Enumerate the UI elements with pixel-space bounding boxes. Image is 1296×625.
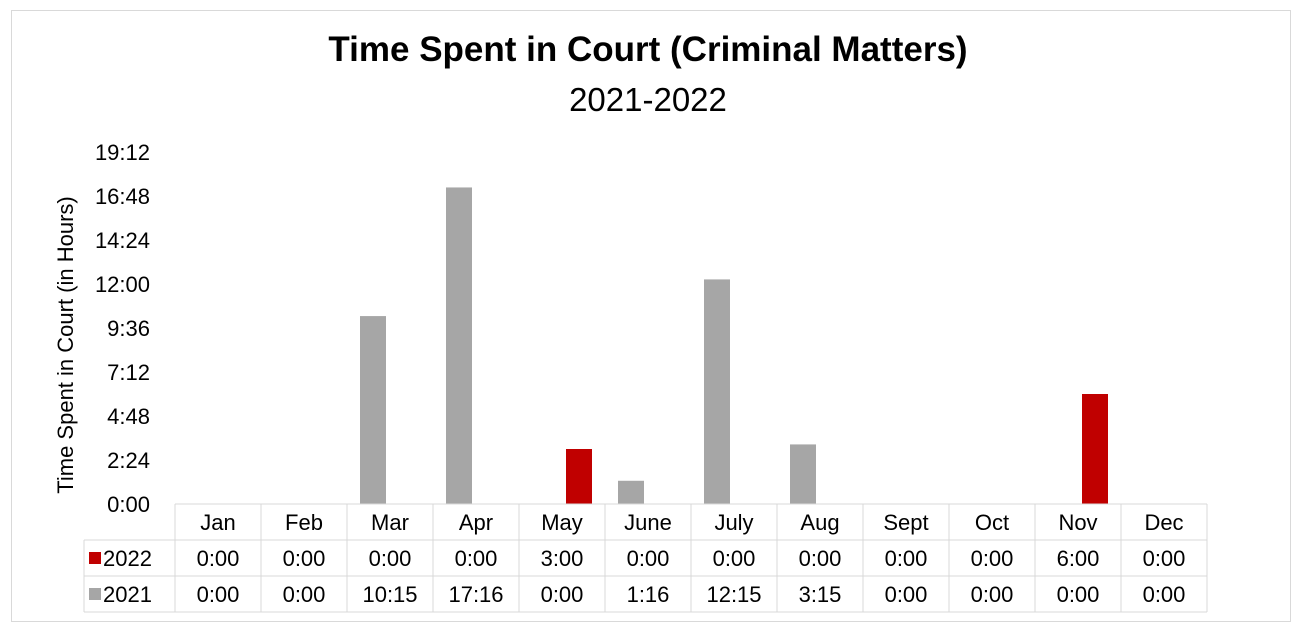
- bar: [704, 279, 730, 504]
- bar: [446, 187, 472, 504]
- chart-frame: [11, 10, 1291, 622]
- data-label: 0:00: [1057, 582, 1100, 607]
- data-label: 0:00: [885, 582, 928, 607]
- x-tick-label: Oct: [975, 510, 1009, 535]
- data-label: 1:16: [627, 582, 670, 607]
- x-tick-label: Dec: [1144, 510, 1183, 535]
- bar: [1082, 394, 1108, 504]
- chart-subtitle: 2021-2022: [569, 81, 727, 118]
- y-tick-label: 16:48: [95, 184, 150, 209]
- x-tick-label: Mar: [371, 510, 409, 535]
- legend-key: [89, 552, 101, 564]
- x-tick-label: Sept: [883, 510, 928, 535]
- data-label: 6:00: [1057, 546, 1100, 571]
- data-label: 0:00: [197, 582, 240, 607]
- x-tick-label: May: [541, 510, 583, 535]
- data-label: 0:00: [369, 546, 412, 571]
- bar: [618, 480, 644, 504]
- data-label: 0:00: [713, 546, 756, 571]
- y-tick-label: 7:12: [107, 360, 150, 385]
- x-tick-label: June: [624, 510, 672, 535]
- data-label: 0:00: [971, 582, 1014, 607]
- legend-label: 2022: [103, 546, 152, 571]
- x-tick-label: Apr: [459, 510, 493, 535]
- y-tick-label: 4:48: [107, 404, 150, 429]
- data-label: 0:00: [885, 546, 928, 571]
- data-label: 0:00: [971, 546, 1014, 571]
- legend-label: 2021: [103, 582, 152, 607]
- data-label: 3:00: [541, 546, 584, 571]
- x-tick-label: Aug: [800, 510, 839, 535]
- data-label: 0:00: [283, 582, 326, 607]
- y-tick-label: 9:36: [107, 316, 150, 341]
- data-label: 0:00: [197, 546, 240, 571]
- x-tick-label: Feb: [285, 510, 323, 535]
- chart-title: Time Spent in Court (Criminal Matters): [328, 30, 968, 69]
- data-label: 0:00: [627, 546, 670, 571]
- data-label: 3:15: [799, 582, 842, 607]
- data-label: 17:16: [448, 582, 503, 607]
- y-tick-label: 2:24: [107, 448, 150, 473]
- data-label: 0:00: [455, 546, 498, 571]
- data-label: 0:00: [541, 582, 584, 607]
- data-label: 0:00: [1143, 582, 1186, 607]
- bar: [360, 316, 386, 504]
- data-label: 0:00: [283, 546, 326, 571]
- legend-key: [89, 588, 101, 600]
- y-tick-label: 19:12: [95, 140, 150, 165]
- data-label: 0:00: [799, 546, 842, 571]
- data-label: 10:15: [362, 582, 417, 607]
- x-tick-label: July: [714, 510, 753, 535]
- bar: [790, 444, 816, 504]
- y-tick-label: 12:00: [95, 272, 150, 297]
- data-label: 12:15: [706, 582, 761, 607]
- y-tick-label: 14:24: [95, 228, 150, 253]
- data-label: 0:00: [1143, 546, 1186, 571]
- x-tick-label: Jan: [200, 510, 235, 535]
- bar: [566, 449, 592, 504]
- x-tick-label: Nov: [1058, 510, 1097, 535]
- y-tick-label: 0:00: [107, 492, 150, 517]
